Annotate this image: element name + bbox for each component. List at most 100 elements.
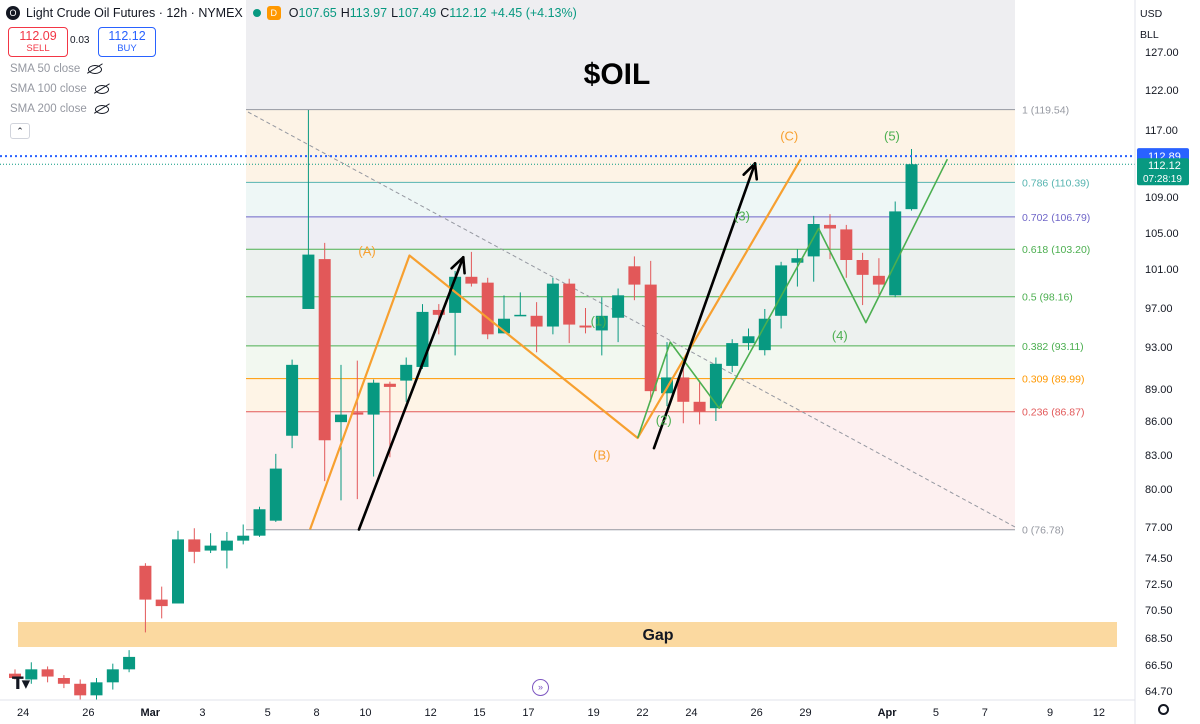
- y-tick-label: 89.00: [1145, 384, 1173, 396]
- replay-icon[interactable]: »: [532, 679, 549, 696]
- candle-body: [579, 325, 592, 328]
- impulse-arrow-head: [450, 255, 465, 270]
- x-tick-label: Mar: [141, 707, 161, 719]
- candle-body: [318, 259, 331, 441]
- high-label: H: [340, 6, 350, 20]
- exchange: NYMEX: [198, 6, 243, 20]
- symbol-logo-icon: O: [6, 6, 20, 20]
- candle-body: [335, 414, 347, 423]
- x-tick-label: 9: [1047, 707, 1053, 719]
- close-value: 112.12: [449, 6, 487, 20]
- impulse-arrow-head: [461, 255, 466, 275]
- candle-body: [90, 682, 103, 696]
- candle-body: [188, 539, 201, 552]
- interval[interactable]: 12h: [166, 6, 188, 20]
- wave-abc-label: (B): [593, 448, 610, 463]
- wave-impulse-label: (2): [656, 412, 672, 427]
- indicator-label: SMA 200 close: [10, 103, 87, 115]
- y-tick-label: 97.00: [1145, 303, 1173, 315]
- close-label: C: [440, 6, 450, 20]
- price-axis[interactable]: 127.00122.00117.00113.00109.00105.00101.…: [1145, 47, 1179, 698]
- symbol-header[interactable]: O Light Crude Oil Futures · 12h · NYMEX …: [6, 4, 581, 22]
- gear-icon[interactable]: [1158, 704, 1169, 715]
- y-tick-label: 66.50: [1145, 660, 1173, 672]
- candle-body: [25, 669, 38, 680]
- tradingview-logo-icon[interactable]: T▾: [12, 674, 30, 694]
- fib-zone: [246, 109, 1015, 183]
- fib-zone: [246, 378, 1015, 412]
- eye-hidden-icon[interactable]: [88, 64, 103, 74]
- y-tick-label: 70.50: [1145, 605, 1173, 617]
- x-tick-label: 3: [199, 707, 205, 719]
- candle-body: [726, 343, 739, 366]
- chart-title: $OIL: [584, 58, 651, 91]
- unit-selector[interactable]: BLL: [1140, 29, 1159, 41]
- impulse-arrow: [652, 162, 757, 450]
- candle-body: [286, 364, 299, 436]
- x-tick-label: 26: [751, 707, 763, 719]
- eye-hidden-icon[interactable]: [94, 104, 109, 114]
- fib-label: 0.618 (103.20): [1022, 244, 1090, 256]
- candle-body: [758, 318, 771, 351]
- candle-body: [383, 383, 396, 387]
- wave-abc-label: (A): [358, 244, 375, 259]
- low-label: L: [391, 6, 399, 20]
- x-tick-label: 12: [425, 707, 437, 719]
- collapse-legend-button[interactable]: ⌃: [10, 123, 30, 139]
- candle-body: [677, 377, 690, 402]
- spread-value: 0.03: [70, 35, 90, 46]
- candle-body: [628, 266, 641, 285]
- currency-selector[interactable]: USD: [1140, 8, 1163, 20]
- diagonal-trendline: [247, 111, 1016, 528]
- candle-body: [905, 164, 918, 210]
- gap-label: Gap: [642, 627, 673, 644]
- indicator-sma-100[interactable]: SMA 100 close: [10, 83, 109, 95]
- y-tick-label: 68.50: [1145, 633, 1173, 645]
- wave-abc-line: [308, 158, 802, 530]
- candle-body: [465, 276, 478, 284]
- current-price-badge: [1137, 158, 1189, 186]
- candle-body: [530, 315, 543, 327]
- indicator-label: SMA 100 close: [10, 83, 87, 95]
- y-tick-label: 109.00: [1145, 192, 1179, 204]
- candle-body: [889, 211, 902, 296]
- symbol-name[interactable]: Light Crude Oil Futures: [26, 6, 156, 20]
- y-tick-label: 74.50: [1145, 553, 1173, 565]
- y-tick-label: 80.00: [1145, 484, 1173, 496]
- candle-body: [546, 283, 559, 327]
- countdown-text: 07:28:19: [1143, 174, 1182, 185]
- buy-price: 112.12: [108, 29, 146, 43]
- indicator-sma-50[interactable]: SMA 50 close: [10, 63, 103, 75]
- sell-label: SELL: [26, 43, 50, 54]
- candle-body: [791, 258, 804, 263]
- y-tick-label: 77.00: [1145, 522, 1173, 534]
- indicator-sma-200[interactable]: SMA 200 close: [10, 103, 109, 115]
- fib-label: 0 (76.78): [1022, 525, 1064, 537]
- candle-body: [351, 412, 364, 415]
- impulse-arrow: [357, 255, 465, 531]
- gap-zone: [18, 622, 1117, 647]
- candle-body: [253, 509, 266, 536]
- candle-body: [775, 265, 788, 316]
- current-price-text: 112.12: [1148, 160, 1181, 172]
- candle-body: [139, 565, 152, 600]
- fib-label: 0.382 (93.11): [1022, 341, 1084, 353]
- sell-button[interactable]: 112.09 SELL: [8, 27, 68, 57]
- time-axis[interactable]: 24 26 Mar 3 5 8 10 12 15 17 19 22 24 26 29 Apr 5 7 9 12: [17, 707, 1105, 719]
- wave-impulse-label: (1): [591, 314, 607, 329]
- candle-body: [9, 673, 21, 678]
- buy-button[interactable]: 112.12 BUY: [98, 27, 156, 57]
- y-tick-label: 86.00: [1145, 416, 1173, 428]
- y-tick-label: 64.70: [1145, 686, 1173, 698]
- x-tick-label: 24: [685, 707, 697, 719]
- fib-label: 0.5 (98.16): [1022, 292, 1073, 304]
- candle-body: [74, 683, 87, 696]
- x-tick-label: 17: [522, 707, 534, 719]
- fib-label: 0.786 (110.39): [1022, 177, 1090, 189]
- fib-zone: [246, 345, 1015, 379]
- eye-hidden-icon[interactable]: [94, 84, 109, 94]
- wave-impulse-label: (5): [884, 129, 900, 144]
- header-sep: ·: [155, 6, 167, 20]
- candle-body: [106, 669, 119, 683]
